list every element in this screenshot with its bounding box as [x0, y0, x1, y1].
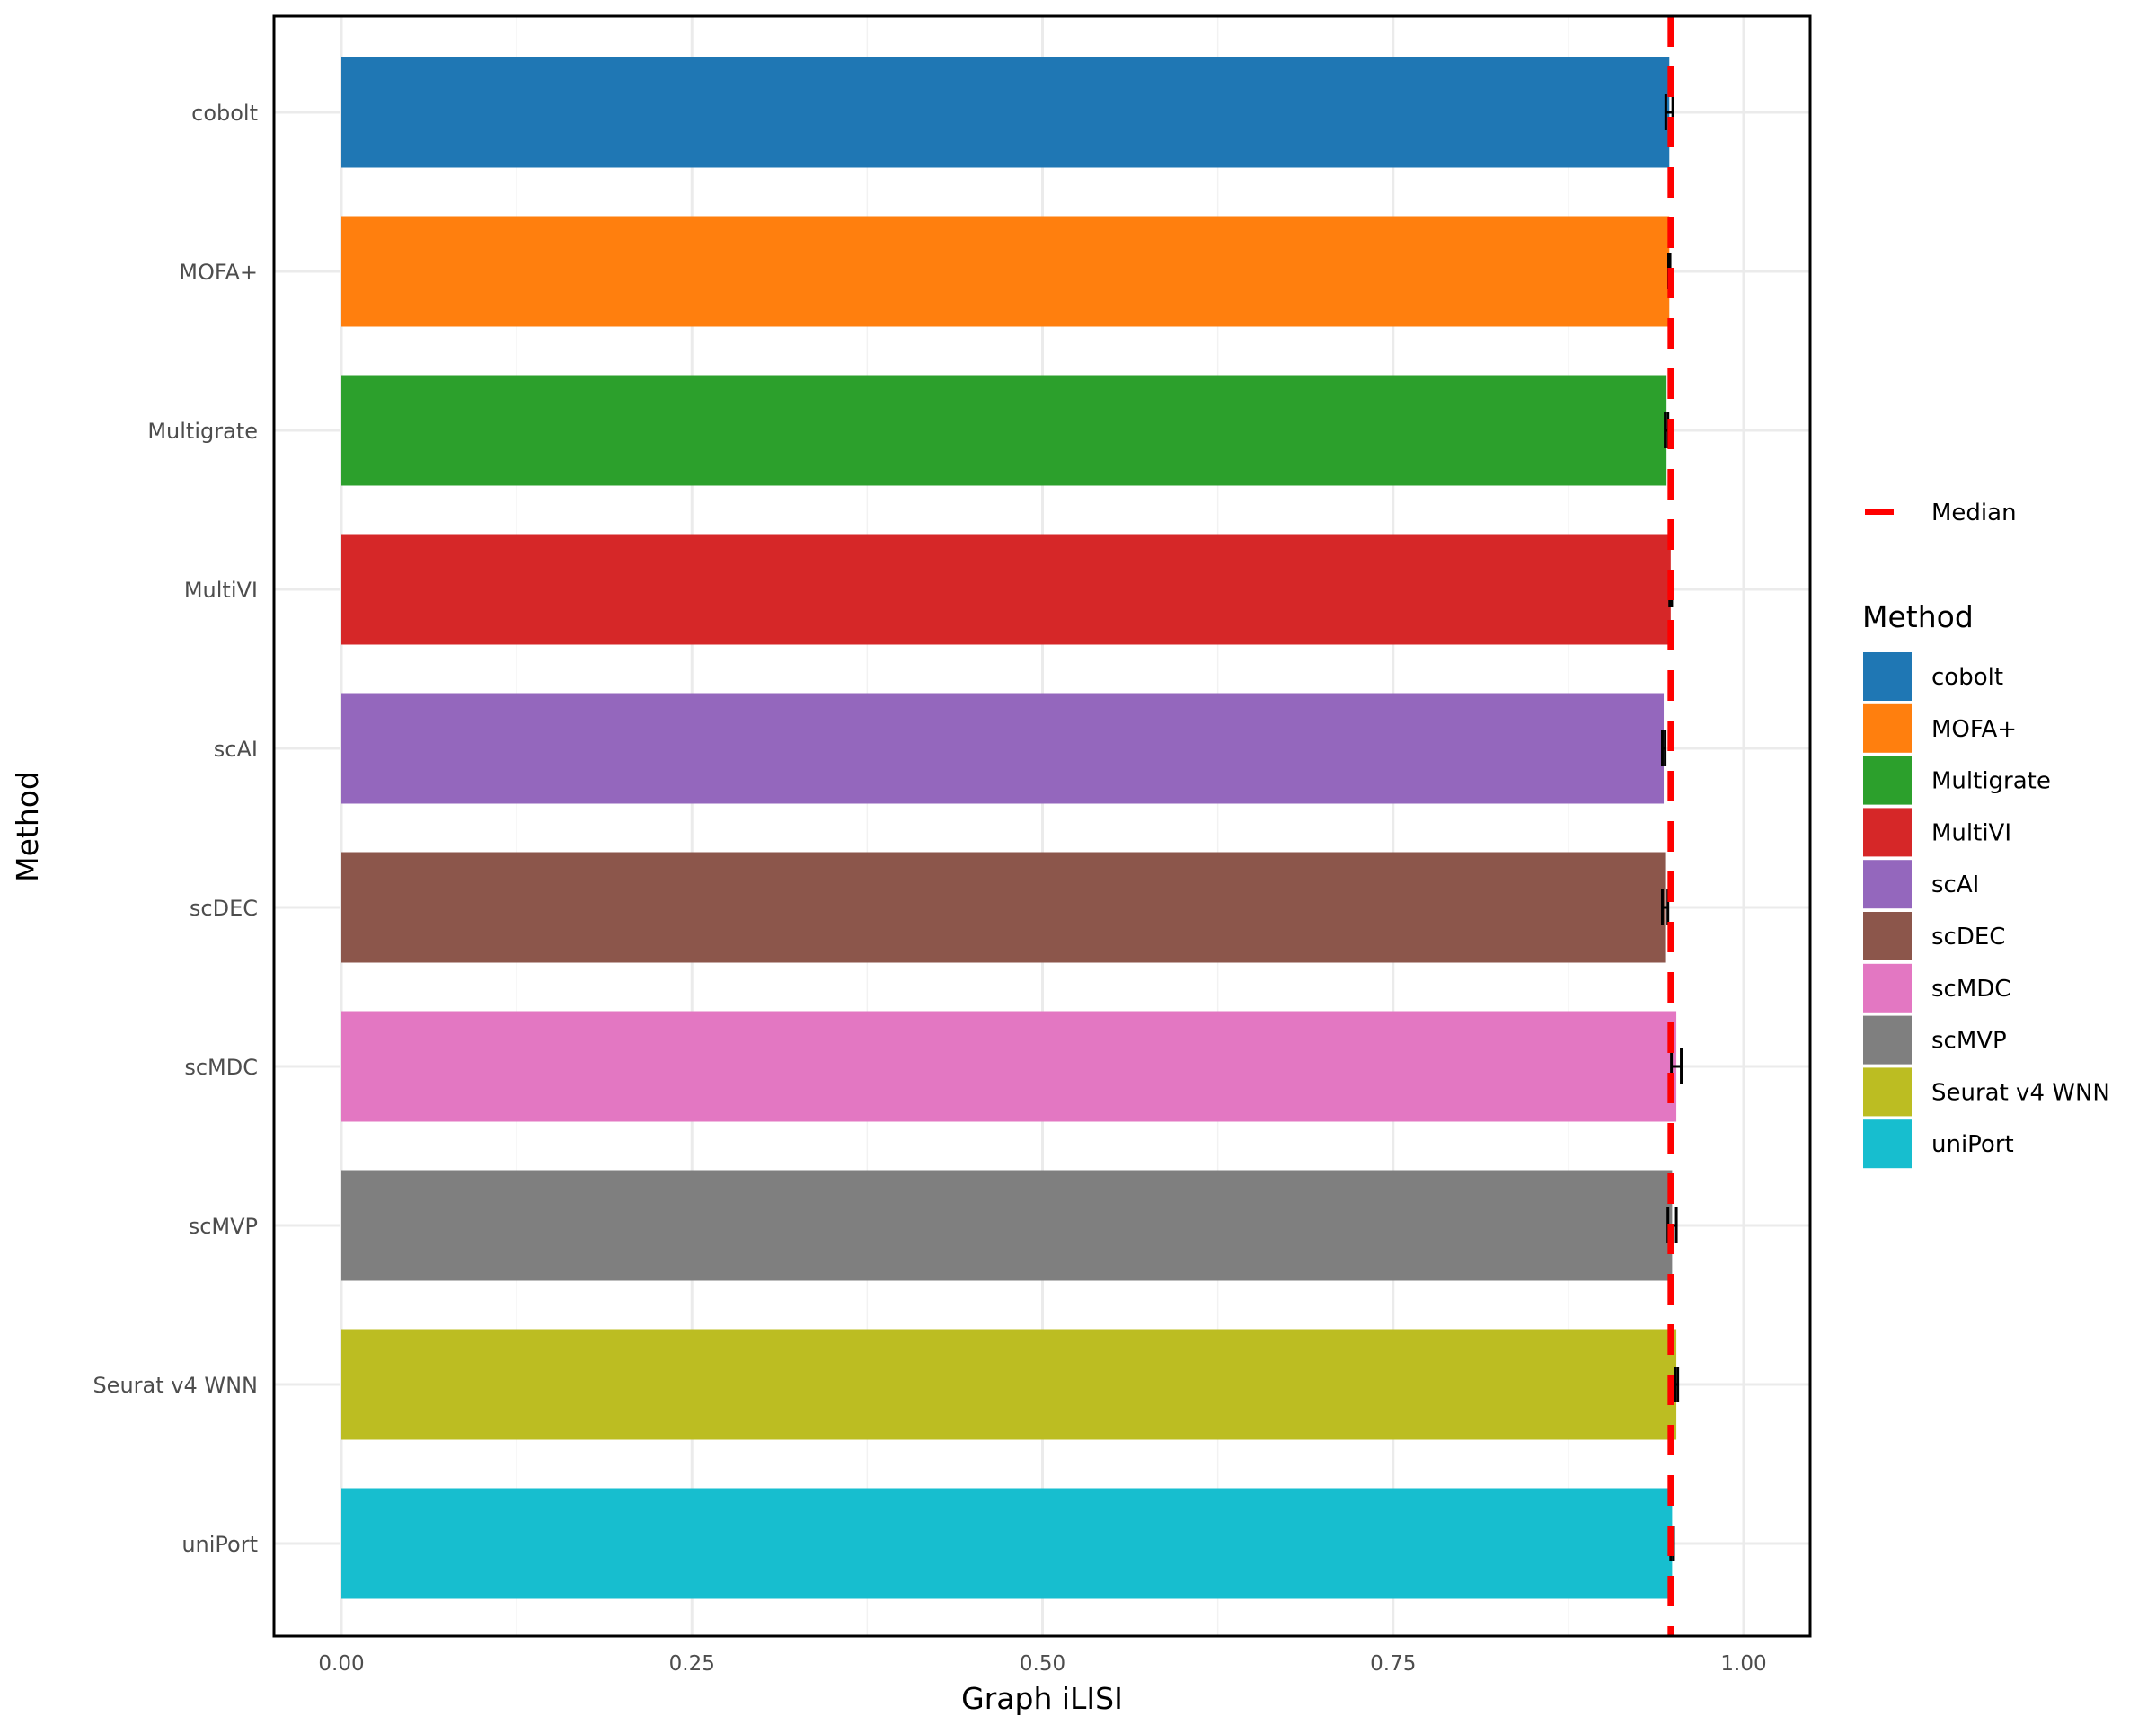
legend-label: Multigrate — [1931, 768, 2051, 795]
bar-MOFA+ — [341, 216, 1670, 327]
y-tick-label: Multigrate — [147, 419, 258, 444]
y-tick-label: Seurat v4 WNN — [93, 1373, 258, 1398]
y-tick-label: scMVP — [189, 1214, 258, 1239]
legend-label: uniPort — [1931, 1131, 2014, 1158]
bar-cobolt — [341, 57, 1670, 168]
legend-label: MultiVI — [1931, 819, 2011, 846]
legend-key-MultiVI — [1863, 808, 1912, 857]
legend-label: scDEC — [1931, 924, 2005, 951]
legend: Median Method cobolt MOFA+ Multigrate Multi… — [1862, 500, 2110, 1169]
error-bar-Seurat v4 WNN — [1674, 1367, 1680, 1402]
legend-key-cobolt — [1863, 652, 1912, 701]
y-tick-label: MultiVI — [184, 578, 258, 603]
y-axis-title: Method — [10, 771, 45, 882]
legend-label: cobolt — [1931, 664, 2003, 691]
legend-key-scMDC — [1863, 963, 1912, 1013]
legend-key-uniPort — [1863, 1119, 1912, 1169]
y-tick-label: scMDC — [184, 1055, 258, 1080]
bar-scAI — [341, 693, 1665, 804]
bars — [341, 57, 1677, 1599]
error-bar-scAI — [1660, 730, 1667, 766]
legend-key-scDEC — [1863, 912, 1912, 960]
legend-label: scAI — [1931, 871, 1979, 898]
legend-label: scMDC — [1931, 976, 2010, 1003]
x-tick-label: 0.00 — [318, 1652, 364, 1676]
legend-title: Method — [1862, 599, 1974, 634]
legend-label: MOFA+ — [1931, 716, 2017, 743]
legend-key-scAI — [1863, 860, 1912, 909]
y-tick-labels: cobolt MOFA+ Multigrate MultiVI scAI scDEC scM… — [93, 101, 258, 1557]
bar-scDEC — [341, 852, 1666, 963]
legend-median-label: Median — [1931, 500, 2017, 526]
panel-border — [272, 14, 1812, 1638]
bar-Seurat v4 WNN — [341, 1329, 1677, 1440]
y-tick-label: cobolt — [191, 101, 258, 126]
x-tick-label: 0.25 — [669, 1652, 715, 1676]
y-tick-label: uniPort — [181, 1532, 258, 1557]
legend-key-Multigrate — [1863, 756, 1912, 805]
y-tick-label: scDEC — [190, 896, 258, 921]
bar-scMDC — [341, 1011, 1677, 1122]
legend-key-MOFA+ — [1863, 703, 1912, 753]
legend-key-scMVP — [1863, 1015, 1912, 1065]
bar-Multigrate — [341, 375, 1667, 486]
x-tick-label: 0.50 — [1020, 1652, 1065, 1676]
bar-scMVP — [341, 1170, 1673, 1281]
legend-label: scMVP — [1931, 1028, 2007, 1055]
legend-label: Seurat v4 WNN — [1931, 1079, 2110, 1106]
bar-uniPort — [341, 1488, 1673, 1599]
y-tick-label: scAI — [214, 737, 258, 762]
y-tick-label: MOFA+ — [179, 260, 258, 285]
legend-key-Seurat v4 WNN — [1863, 1067, 1912, 1117]
bar-MultiVI — [341, 534, 1671, 645]
x-axis-title: Graph iLISI — [961, 1681, 1123, 1716]
x-tick-labels: 0.00 0.25 0.50 0.75 1.00 — [318, 1652, 1766, 1676]
x-tick-label: 1.00 — [1720, 1652, 1766, 1676]
x-tick-label: 0.75 — [1370, 1652, 1416, 1676]
